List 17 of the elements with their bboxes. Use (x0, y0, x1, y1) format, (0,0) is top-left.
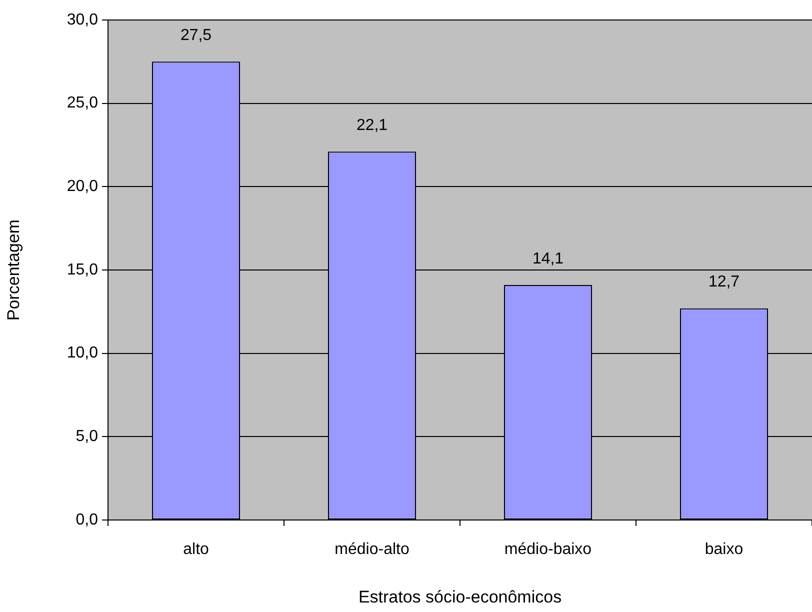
y-tick-label: 30,0 (66, 11, 98, 28)
y-tick-label: 15,0 (66, 261, 98, 278)
y-tick-label: 25,0 (66, 94, 98, 112)
x-tick-label: médio-alto (334, 541, 410, 558)
x-tick-label: alto (183, 541, 209, 558)
y-tick-label: 10,0 (66, 344, 98, 362)
data-label: 27,5 (180, 27, 212, 44)
y-tick-label: 0,0 (76, 511, 98, 528)
y-tick-label: 5,0 (76, 428, 98, 446)
data-label: 14,1 (532, 250, 564, 268)
data-label: 12,7 (708, 274, 740, 291)
y-tick-label: 20,0 (66, 178, 98, 196)
data-label: 22,1 (356, 117, 388, 134)
x-tick-label: médio-baixo (504, 541, 592, 558)
y-axis-title: Porcentagem (4, 219, 23, 321)
x-tick-label: baixo (704, 541, 744, 558)
x-axis-title: Estratos sócio-econômicos (358, 587, 562, 606)
